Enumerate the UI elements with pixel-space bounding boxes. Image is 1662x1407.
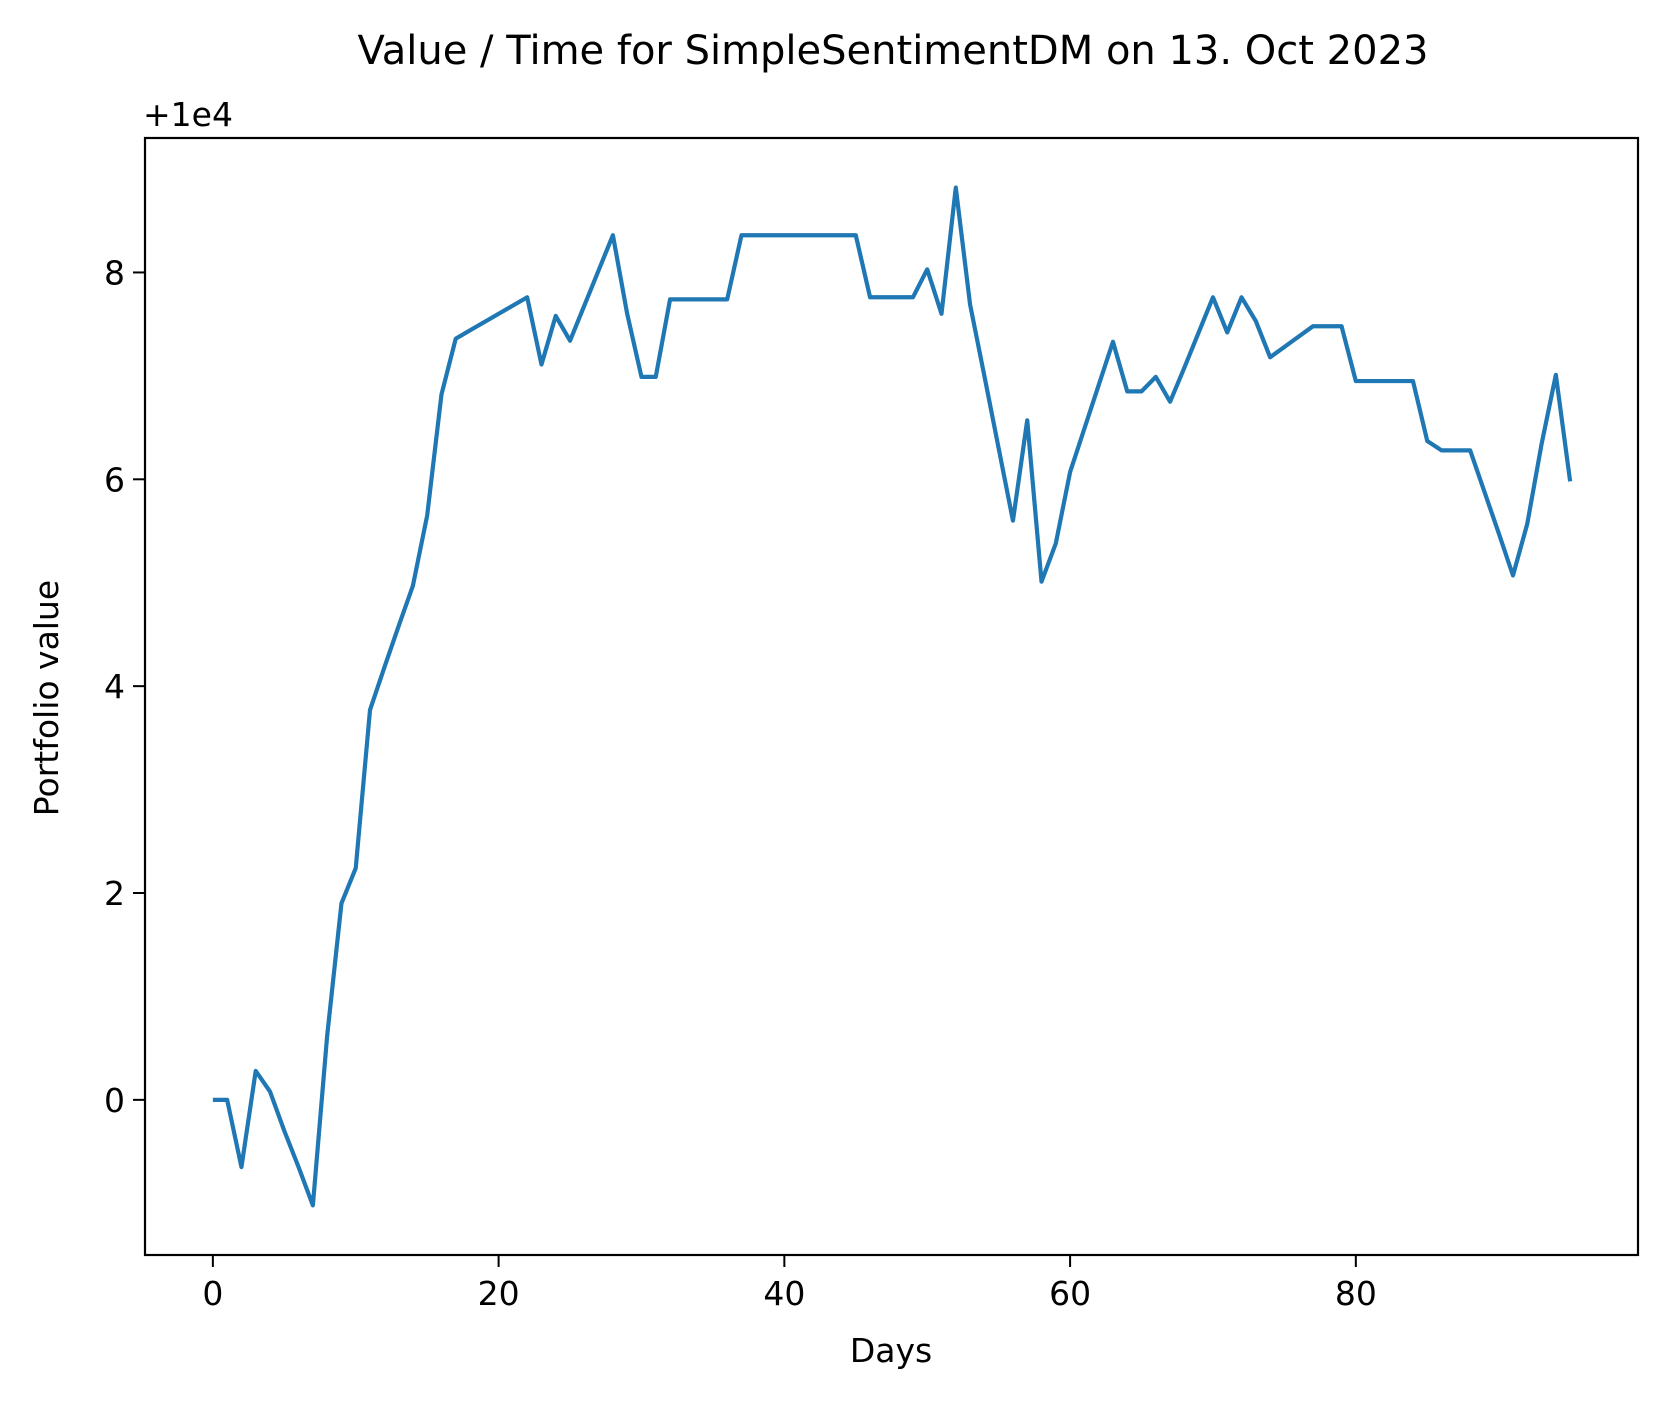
y-tick-label: 8: [104, 253, 125, 292]
y-axis: 0 2 4 6 8: [104, 253, 145, 1120]
y-tick-label: 6: [104, 460, 125, 499]
x-axis: 0 20 40 60 80: [202, 1255, 1377, 1313]
x-axis-label: Days: [850, 1331, 932, 1370]
y-tick-label: 0: [104, 1081, 125, 1120]
x-tick-label: 0: [202, 1274, 223, 1313]
series-line-0: [212, 185, 1573, 1208]
y-axis-label: Portfolio value: [27, 580, 66, 816]
y-tick-label: 4: [104, 667, 125, 706]
x-tick-label: 80: [1335, 1274, 1377, 1313]
y-tick-label: 2: [104, 874, 125, 913]
x-tick-label: 20: [478, 1274, 520, 1313]
plot-frame: [143, 136, 1640, 1257]
plot-area: [212, 185, 1573, 1208]
x-tick-label: 60: [1049, 1274, 1091, 1313]
x-tick-label: 40: [763, 1274, 805, 1313]
y-axis-offset-label: +1e4: [143, 95, 233, 134]
chart-title: Value / Time for SimpleSentimentDM on 13…: [358, 28, 1429, 74]
